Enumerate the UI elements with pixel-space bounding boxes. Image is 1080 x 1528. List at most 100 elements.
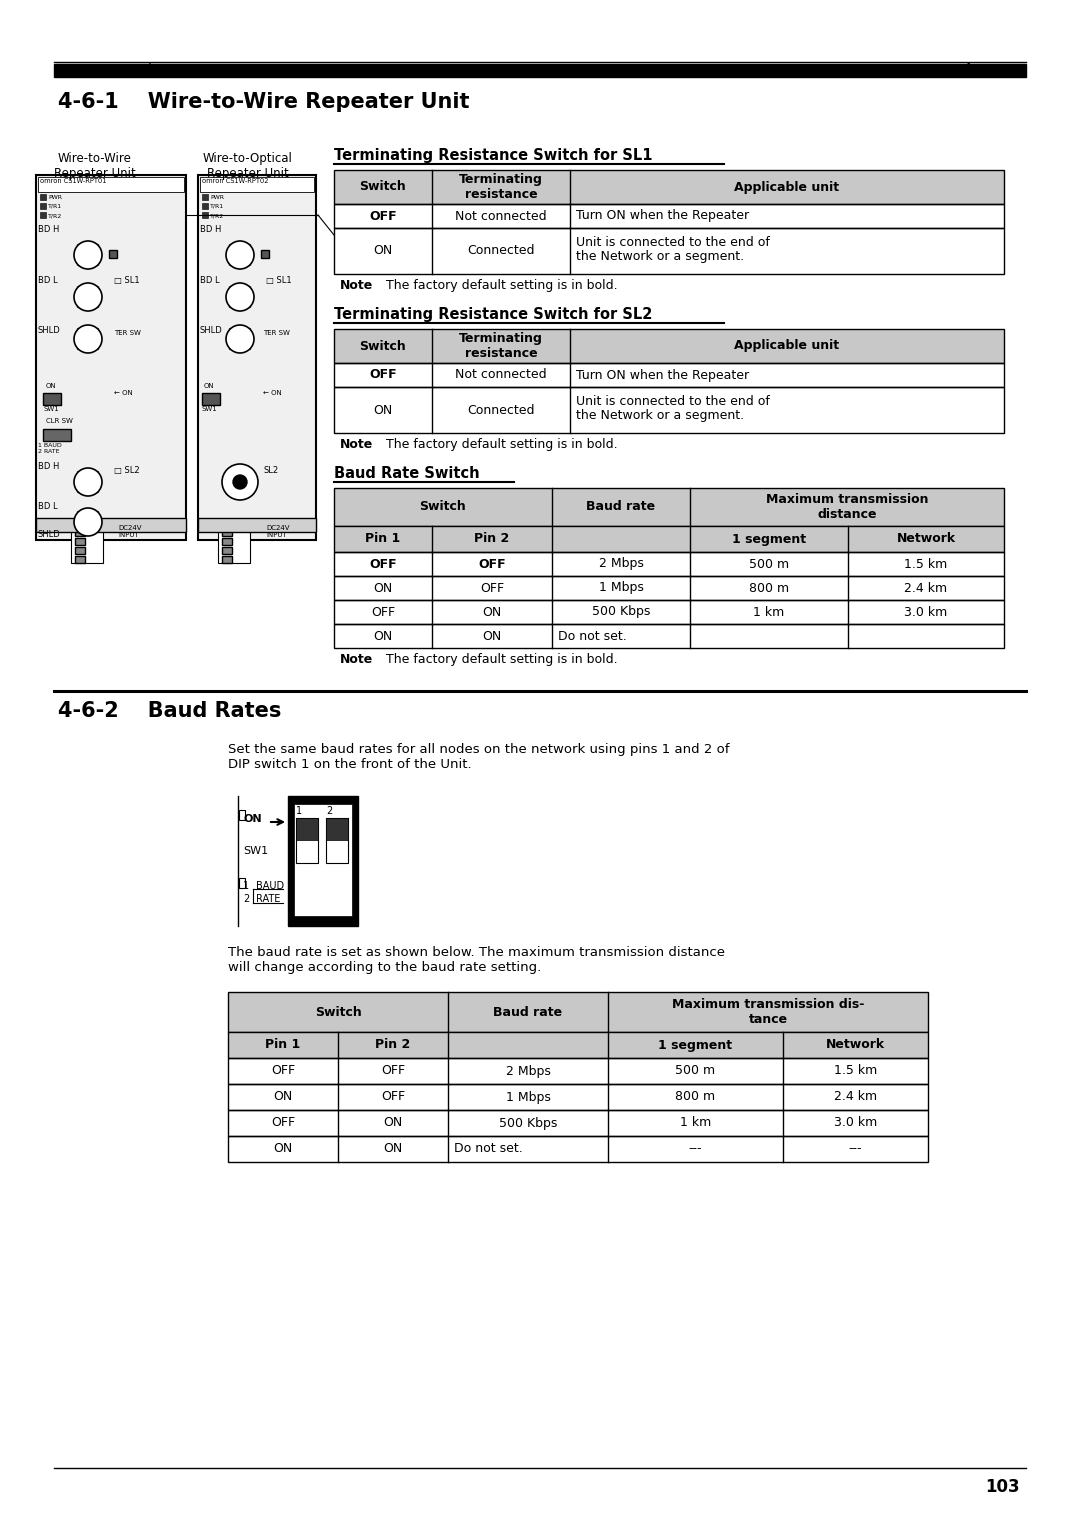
Text: ← ON: ← ON (114, 390, 133, 396)
Bar (334, 228, 1004, 274)
Bar (228, 1135, 928, 1161)
Text: OFF: OFF (271, 1065, 295, 1077)
Text: Baud rate: Baud rate (494, 1005, 563, 1019)
Text: SW1: SW1 (243, 847, 268, 856)
Text: Network: Network (826, 1039, 886, 1051)
Text: Wire-to-Wire
Repeater Unit: Wire-to-Wire Repeater Unit (54, 151, 136, 180)
Text: ON: ON (383, 1143, 403, 1155)
Text: PWR: PWR (210, 196, 224, 200)
Circle shape (54, 520, 75, 539)
Bar (222, 556, 232, 562)
Text: T/R1: T/R1 (210, 205, 225, 209)
Bar (296, 817, 318, 840)
Text: Note: Note (340, 280, 374, 292)
Circle shape (75, 468, 102, 497)
Bar (75, 547, 85, 555)
Text: Do not set.: Do not set. (558, 630, 626, 642)
Bar (326, 817, 348, 863)
Text: 1.5 km: 1.5 km (904, 558, 947, 570)
Text: 3.0 km: 3.0 km (834, 1117, 877, 1129)
Text: 500 m: 500 m (748, 558, 789, 570)
Bar (198, 518, 316, 532)
Text: 1.5 km: 1.5 km (834, 1065, 877, 1077)
Text: 103: 103 (985, 1478, 1020, 1496)
Text: the Network or a segment.: the Network or a segment. (576, 251, 744, 263)
Text: ON: ON (46, 384, 56, 390)
Text: Pin 2: Pin 2 (376, 1039, 410, 1051)
Bar (43, 393, 60, 405)
Bar (71, 527, 103, 562)
Text: ON: ON (374, 582, 393, 594)
Bar (40, 212, 46, 219)
Text: Switch: Switch (314, 1005, 362, 1019)
Text: Pin 1: Pin 1 (266, 1039, 300, 1051)
Text: ON: ON (383, 1117, 403, 1129)
Text: Wire-to-Optical
Repeater Unit: Wire-to-Optical Repeater Unit (203, 151, 293, 180)
Text: BD H: BD H (38, 225, 59, 234)
Text: OFF: OFF (478, 558, 505, 570)
Bar (198, 176, 316, 539)
Text: 4-6-1    Wire-to-Wire Repeater Unit: 4-6-1 Wire-to-Wire Repeater Unit (58, 92, 470, 112)
Text: SHLD: SHLD (38, 325, 60, 335)
Bar (54, 64, 1026, 76)
Circle shape (222, 465, 258, 500)
Text: Switch: Switch (420, 501, 467, 513)
Text: BAUD: BAUD (256, 882, 284, 891)
Bar (43, 429, 71, 442)
Bar (222, 547, 232, 555)
Text: Applicable unit: Applicable unit (734, 180, 839, 194)
Bar (75, 529, 85, 536)
Bar (222, 529, 232, 536)
Text: Do not set.: Do not set. (454, 1143, 523, 1155)
Bar (218, 527, 249, 562)
Bar (334, 387, 1004, 432)
Text: Pin 1: Pin 1 (365, 532, 401, 545)
Text: The factory default setting is in bold.: The factory default setting is in bold. (378, 439, 618, 451)
Text: OFF: OFF (271, 1117, 295, 1129)
Bar (200, 177, 314, 193)
Text: Baud Rate Switch: Baud Rate Switch (334, 466, 480, 481)
Circle shape (75, 241, 102, 269)
Circle shape (226, 325, 254, 353)
Text: Switch: Switch (360, 180, 406, 194)
Bar (228, 1083, 928, 1109)
Text: 1 segment: 1 segment (659, 1039, 732, 1051)
Text: Turn ON when the Repeater: Turn ON when the Repeater (576, 209, 750, 223)
Circle shape (226, 241, 254, 269)
Bar (239, 810, 245, 821)
Bar (288, 796, 357, 926)
Bar (228, 1109, 928, 1135)
Text: The factory default setting is in bold.: The factory default setting is in bold. (378, 280, 618, 292)
Text: 2.4 km: 2.4 km (904, 582, 947, 594)
Text: Note: Note (340, 439, 374, 451)
Text: ON: ON (374, 630, 393, 642)
Bar (296, 817, 318, 863)
Text: 500 m: 500 m (675, 1065, 716, 1077)
Text: 2.4 km: 2.4 km (834, 1091, 877, 1103)
Bar (38, 177, 184, 193)
Bar (109, 251, 117, 258)
Text: SW1: SW1 (202, 406, 218, 413)
Text: TER SW: TER SW (264, 330, 289, 336)
Text: ON: ON (374, 403, 393, 417)
Text: OFF: OFF (369, 209, 396, 223)
Bar (334, 364, 1004, 387)
Text: Unit is connected to the end of: Unit is connected to the end of (576, 396, 770, 408)
Text: Terminating
resistance: Terminating resistance (459, 332, 543, 361)
Text: 800 m: 800 m (748, 582, 789, 594)
Text: 2 Mbps: 2 Mbps (505, 1065, 551, 1077)
Circle shape (75, 507, 102, 536)
Bar (334, 552, 1004, 576)
Bar (326, 817, 348, 840)
Text: 2: 2 (326, 805, 333, 816)
Bar (228, 1031, 928, 1057)
Text: T/R2: T/R2 (48, 212, 63, 219)
Bar (334, 170, 1004, 205)
Text: BD H: BD H (38, 461, 59, 471)
Text: BD L: BD L (38, 503, 57, 510)
Text: Set the same baud rates for all nodes on the network using pins 1 and 2 of
DIP s: Set the same baud rates for all nodes on… (228, 743, 729, 772)
Bar (40, 194, 46, 200)
Text: Switch: Switch (360, 339, 406, 353)
Text: SW1: SW1 (43, 406, 58, 413)
Text: Repeater Units: Repeater Units (60, 63, 163, 76)
